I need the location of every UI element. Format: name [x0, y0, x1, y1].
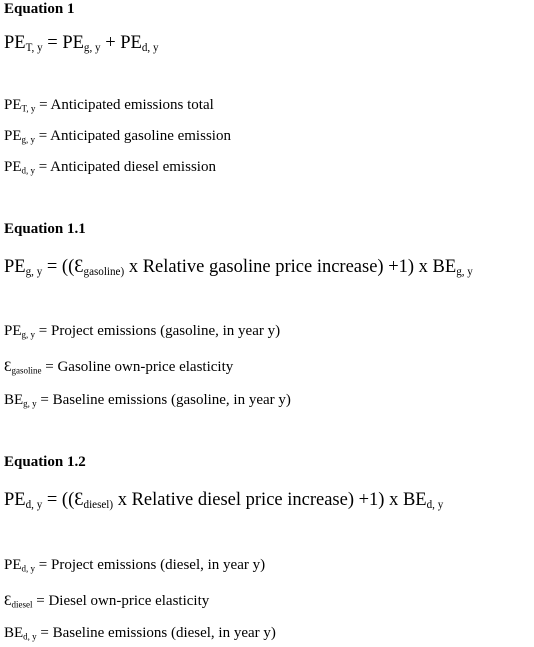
- subscript: g, y: [23, 398, 37, 409]
- text-segment: PE: [4, 490, 26, 510]
- text-segment: = Anticipated emissions total: [35, 97, 214, 113]
- text-segment: = Anticipated diesel emission: [35, 159, 216, 175]
- subscript: d, y: [141, 41, 159, 54]
- text-segment: = Project emissions (diesel, in year y): [35, 557, 266, 573]
- subscript: diesel: [11, 599, 33, 610]
- subscript: g, y: [21, 329, 36, 340]
- subscript: d, y: [21, 165, 36, 176]
- text-segment: + PE: [100, 33, 142, 53]
- text-segment: Ɛ: [4, 593, 12, 609]
- text-segment: PE: [4, 97, 22, 113]
- text-segment: PE: [4, 257, 26, 277]
- section-heading: Equation 1: [4, 1, 75, 17]
- text-segment: Ɛ: [4, 359, 12, 375]
- definition: PEd, y = Anticipated diesel emission: [4, 157, 216, 180]
- text-segment: BE: [4, 392, 24, 408]
- text-segment: = PE: [42, 33, 84, 53]
- definition: Ɛdiesel = Diesel own-price elasticity: [4, 591, 209, 614]
- text-segment: = ((Ɛ: [42, 490, 84, 510]
- subscript: g, y: [456, 265, 473, 278]
- subscript: d, y: [23, 631, 37, 642]
- definition: BEg, y = Baseline emissions (gasoline, i…: [4, 390, 291, 413]
- subscript: T, y: [25, 41, 43, 54]
- text-segment: PE: [4, 323, 22, 339]
- subscript: gasoline): [83, 265, 125, 278]
- text-segment: x Relative gasoline price increase) +1) …: [124, 257, 457, 277]
- subscript: d, y: [21, 563, 36, 574]
- text-segment: = Baseline emissions (diesel, in year y): [36, 625, 276, 641]
- text-segment: PE: [4, 159, 22, 175]
- definition: Ɛgasoline = Gasoline own-price elasticit…: [4, 357, 233, 380]
- subscript: T, y: [21, 103, 36, 114]
- text-segment: = Anticipated gasoline emission: [35, 128, 231, 144]
- text-segment: x Relative diesel price increase) +1) x …: [113, 490, 427, 510]
- text-segment: = Diesel own-price elasticity: [32, 593, 210, 609]
- equation: PEd, y = ((Ɛdiesel) x Relative diesel pr…: [4, 488, 443, 517]
- text-segment: PE: [4, 33, 26, 53]
- definition: PEg, y = Anticipated gasoline emission: [4, 126, 231, 149]
- equation: PEg, y = ((Ɛgasoline) x Relative gasolin…: [4, 255, 473, 284]
- definition: BEd, y = Baseline emissions (diesel, in …: [4, 623, 276, 646]
- text-segment: = Baseline emissions (gasoline, in year …: [36, 392, 291, 408]
- subscript: g, y: [21, 134, 36, 145]
- text-segment: PE: [4, 557, 22, 573]
- equation: PET, y = PEg, y + PEd, y: [4, 31, 158, 60]
- section-heading: Equation 1.1: [4, 221, 86, 237]
- text-segment: = ((Ɛ: [42, 257, 84, 277]
- text-segment: = Gasoline own-price elasticity: [41, 359, 234, 375]
- subscript: diesel): [83, 498, 114, 511]
- definition: PET, y = Anticipated emissions total: [4, 95, 214, 118]
- definition: PEd, y = Project emissions (diesel, in y…: [4, 555, 265, 578]
- text-segment: BE: [4, 625, 24, 641]
- subscript: d, y: [25, 498, 43, 511]
- text-segment: PE: [4, 128, 22, 144]
- subscript: g, y: [83, 41, 101, 54]
- subscript: gasoline: [11, 365, 42, 376]
- subscript: d, y: [426, 498, 444, 511]
- definition: PEg, y = Project emissions (gasoline, in…: [4, 321, 280, 344]
- subscript: g, y: [25, 265, 43, 278]
- text-segment: = Project emissions (gasoline, in year y…: [35, 323, 281, 339]
- section-heading: Equation 1.2: [4, 454, 86, 470]
